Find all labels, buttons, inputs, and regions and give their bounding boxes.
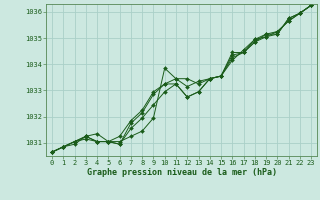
X-axis label: Graphe pression niveau de la mer (hPa): Graphe pression niveau de la mer (hPa) [87, 168, 276, 177]
